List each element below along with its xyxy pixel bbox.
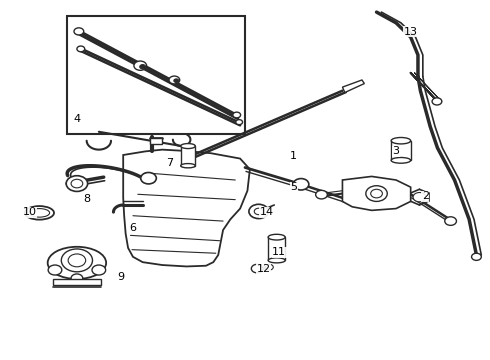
Circle shape [316,190,327,199]
Text: 4: 4 [74,114,80,124]
Ellipse shape [29,208,49,217]
Circle shape [445,217,457,225]
Ellipse shape [181,144,196,149]
Bar [391,141,411,160]
Circle shape [48,265,62,275]
Ellipse shape [25,206,54,220]
Bar [150,138,162,144]
Circle shape [71,274,83,283]
Ellipse shape [268,234,285,240]
Circle shape [74,28,84,35]
Polygon shape [343,176,411,210]
Circle shape [254,208,263,215]
Ellipse shape [181,163,196,168]
Text: 3: 3 [392,147,399,157]
Text: 13: 13 [404,27,417,37]
Text: 7: 7 [166,158,173,168]
Text: 5: 5 [290,182,297,192]
Text: 1: 1 [290,151,297,161]
Ellipse shape [268,258,285,263]
Polygon shape [343,80,365,93]
Text: 2: 2 [422,191,429,201]
Text: 9: 9 [117,272,124,282]
Polygon shape [123,150,250,266]
Circle shape [233,112,241,118]
Circle shape [266,264,273,270]
Circle shape [432,98,442,105]
Ellipse shape [48,247,106,279]
Circle shape [471,253,481,260]
Ellipse shape [391,157,411,163]
Circle shape [183,153,195,161]
Circle shape [251,264,263,273]
Text: 10: 10 [23,207,37,217]
Circle shape [68,254,86,267]
Circle shape [66,176,88,192]
Circle shape [174,79,179,82]
Circle shape [169,76,180,84]
Text: 12: 12 [256,264,270,274]
Bar [67,16,245,134]
Bar [181,146,196,166]
Circle shape [413,193,426,202]
Text: 14: 14 [260,207,274,217]
Bar [52,279,101,285]
Circle shape [77,46,85,52]
Circle shape [371,189,382,198]
Circle shape [92,265,106,275]
Text: 8: 8 [83,194,90,203]
Circle shape [141,172,156,184]
Circle shape [236,120,243,125]
Circle shape [71,179,83,188]
Text: 11: 11 [272,247,286,257]
Text: 6: 6 [129,223,136,233]
Circle shape [134,61,147,70]
Ellipse shape [391,138,411,144]
Circle shape [61,249,93,272]
Circle shape [293,179,309,190]
Bar [269,237,286,260]
Circle shape [366,186,387,202]
Circle shape [249,204,269,219]
Circle shape [140,64,146,69]
